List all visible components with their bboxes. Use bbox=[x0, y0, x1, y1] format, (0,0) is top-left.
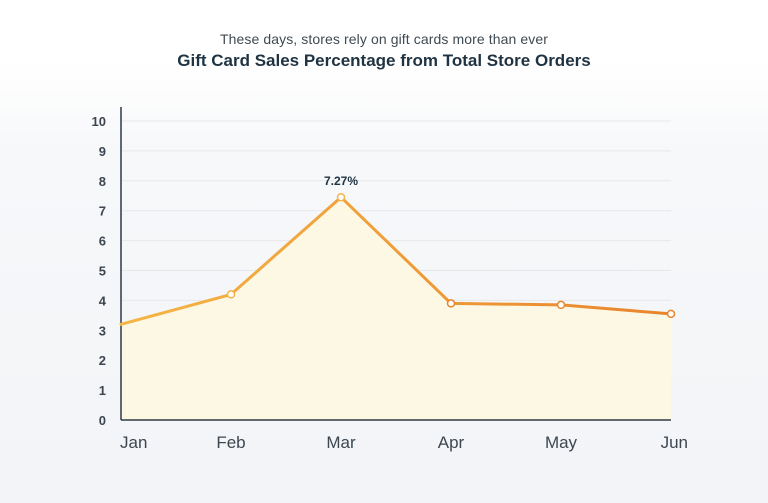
data-labels: 7.27% bbox=[324, 174, 358, 188]
x-tick-label: May bbox=[545, 433, 578, 452]
x-tick-label: Feb bbox=[216, 433, 245, 452]
y-tick-label: 7 bbox=[99, 204, 106, 219]
series-line bbox=[119, 195, 673, 326]
y-tick-label: 1 bbox=[99, 383, 106, 398]
chart-title: Gift Card Sales Percentage from Total St… bbox=[177, 51, 591, 70]
data-point bbox=[336, 192, 346, 202]
x-tick-label: Apr bbox=[438, 433, 465, 452]
y-tick-label: 3 bbox=[99, 323, 106, 338]
y-tick-labels: 0 1 2 3 4 5 6 7 8 9 10 bbox=[92, 114, 107, 428]
y-tick-label: 2 bbox=[99, 353, 106, 368]
axes bbox=[120, 107, 671, 421]
data-point bbox=[556, 300, 566, 310]
data-point bbox=[226, 290, 236, 299]
area-fill bbox=[121, 197, 671, 420]
y-tick-label: 4 bbox=[99, 293, 107, 308]
data-point bbox=[666, 309, 676, 319]
data-label: 7.27% bbox=[324, 174, 358, 188]
x-tick-label: Jan bbox=[120, 433, 147, 452]
x-tick-labels: Jan Feb Mar Apr May Jun bbox=[120, 433, 688, 452]
y-tick-label: 5 bbox=[99, 264, 106, 279]
y-tick-label: 9 bbox=[99, 144, 106, 159]
y-tick-label: 0 bbox=[99, 413, 106, 428]
x-tick-label: Mar bbox=[326, 433, 356, 452]
data-points bbox=[226, 192, 676, 319]
y-tick-label: 6 bbox=[99, 234, 106, 249]
chart-subtitle: These days, stores rely on gift cards mo… bbox=[219, 31, 549, 47]
data-point bbox=[446, 299, 456, 308]
y-tick-label: 8 bbox=[99, 174, 106, 189]
x-tick-label: Jun bbox=[661, 433, 688, 452]
y-tick-label: 10 bbox=[92, 114, 106, 129]
